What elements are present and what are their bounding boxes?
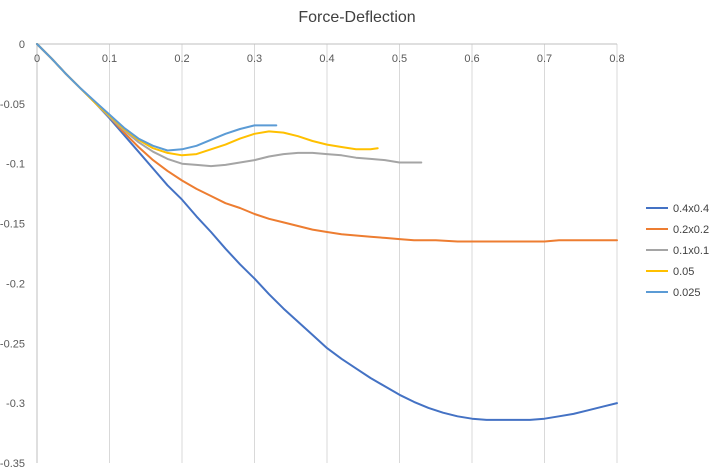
y-tick-label: -0.35 — [0, 458, 25, 470]
plot-area — [36, 43, 618, 421]
y-tick-label: -0.25 — [0, 338, 25, 350]
y-tick-label: -0.1 — [6, 159, 25, 171]
legend-label: 0.4x0.4 — [673, 203, 709, 215]
series-line-0.4x0.4 — [36, 43, 618, 421]
x-tick-label: 0.1 — [102, 53, 117, 65]
series-line-0.2x0.2 — [36, 43, 618, 243]
legend: 0.4x0.4 0.2x0.2 0.1x0.1 0.05 0.025 — [646, 203, 709, 299]
x-tick-label: 0.8 — [609, 53, 624, 65]
series-line-0.1x0.1 — [36, 43, 423, 168]
x-tick-label: 0.4 — [319, 53, 334, 65]
legend-label: 0.1x0.1 — [673, 245, 709, 257]
y-tick-label: -0.2 — [6, 278, 25, 290]
axes: 0 0.1 0.2 0.3 0.4 0.5 0.6 0.7 0.8 0 -0.05 -0.1 -0.15… — [0, 39, 625, 470]
x-tick-label: 0.6 — [464, 53, 479, 65]
x-tick-label: 0.5 — [392, 53, 407, 65]
y-tick-label: -0.3 — [6, 398, 25, 410]
x-tick-label: 0 — [34, 53, 40, 65]
gridlines — [109, 44, 618, 463]
y-tick-label: -0.15 — [0, 219, 25, 231]
legend-label: 0.05 — [673, 266, 694, 278]
legend-label: 0.025 — [673, 287, 701, 299]
y-tick-label: -0.05 — [0, 99, 25, 111]
series-line-0.025 — [36, 43, 278, 152]
x-tick-label: 0.3 — [247, 53, 262, 65]
chart-title: Force-Deflection — [298, 9, 415, 26]
x-tick-label: 0.2 — [174, 53, 189, 65]
x-tick-label: 0.7 — [537, 53, 552, 65]
legend-label: 0.2x0.2 — [673, 224, 709, 236]
y-tick-label: 0 — [19, 39, 25, 51]
